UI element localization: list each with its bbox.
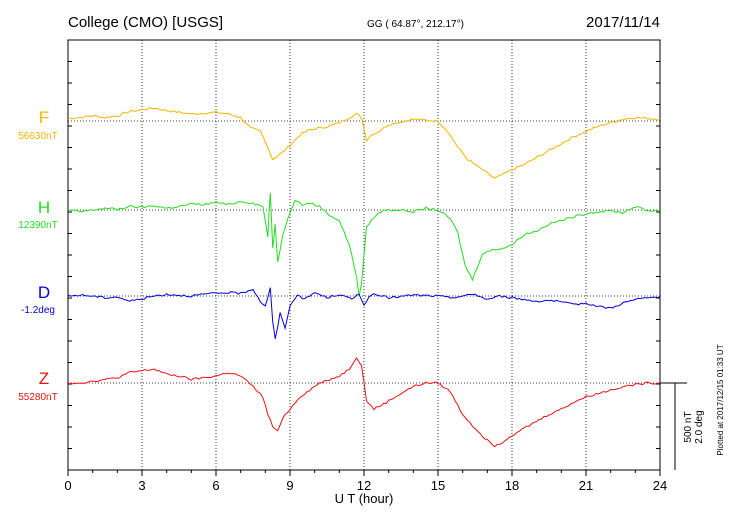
x-tick-label: 3 [138,478,145,493]
series-name-h: H [38,198,50,217]
date-label: 2017/11/14 [586,14,660,31]
series-base-z: 55280nT [18,392,57,403]
x-axis-label: U T (hour) [335,491,394,506]
trace-z [67,356,661,448]
x-tick-label: 21 [579,478,593,493]
series-base-f: 56630nT [18,131,57,142]
x-tick-label: 9 [286,478,293,493]
series-name-f: F [39,108,49,127]
series-name-d: D [38,283,50,302]
series-name-z: Z [39,369,49,388]
trace-h [67,192,661,297]
trace-d [67,287,661,339]
scale-deg-label: 2.0 deg [694,410,705,443]
scale-nt-label: 500 nT [683,411,694,442]
series-traces [67,107,661,448]
series-labels: F 56630nT H 12390nT D -1.2deg Z 55280nT [18,108,57,403]
series-base-h: 12390nT [18,220,57,231]
coords-label: GG ( 64.87°, 212.17°) [367,19,464,30]
x-tick-label: 0 [64,478,71,493]
scale-bar: 500 nT 2.0 deg [660,382,705,470]
x-tick-label: 6 [212,478,219,493]
x-tick-label: 24 [653,478,667,493]
x-tick-label: 12 [357,478,371,493]
x-tick-label: 18 [505,478,519,493]
series-base-d: -1.2deg [21,305,55,316]
x-axis-ticks: 0 3 6 9 12 15 18 21 24 [64,61,667,493]
plotted-timestamp: Plotted at 2017/12/15 01:33 UT [716,344,725,455]
station-title: College (CMO) [USGS] [68,14,223,31]
trace-f [67,107,661,179]
x-tick-label: 15 [431,478,445,493]
